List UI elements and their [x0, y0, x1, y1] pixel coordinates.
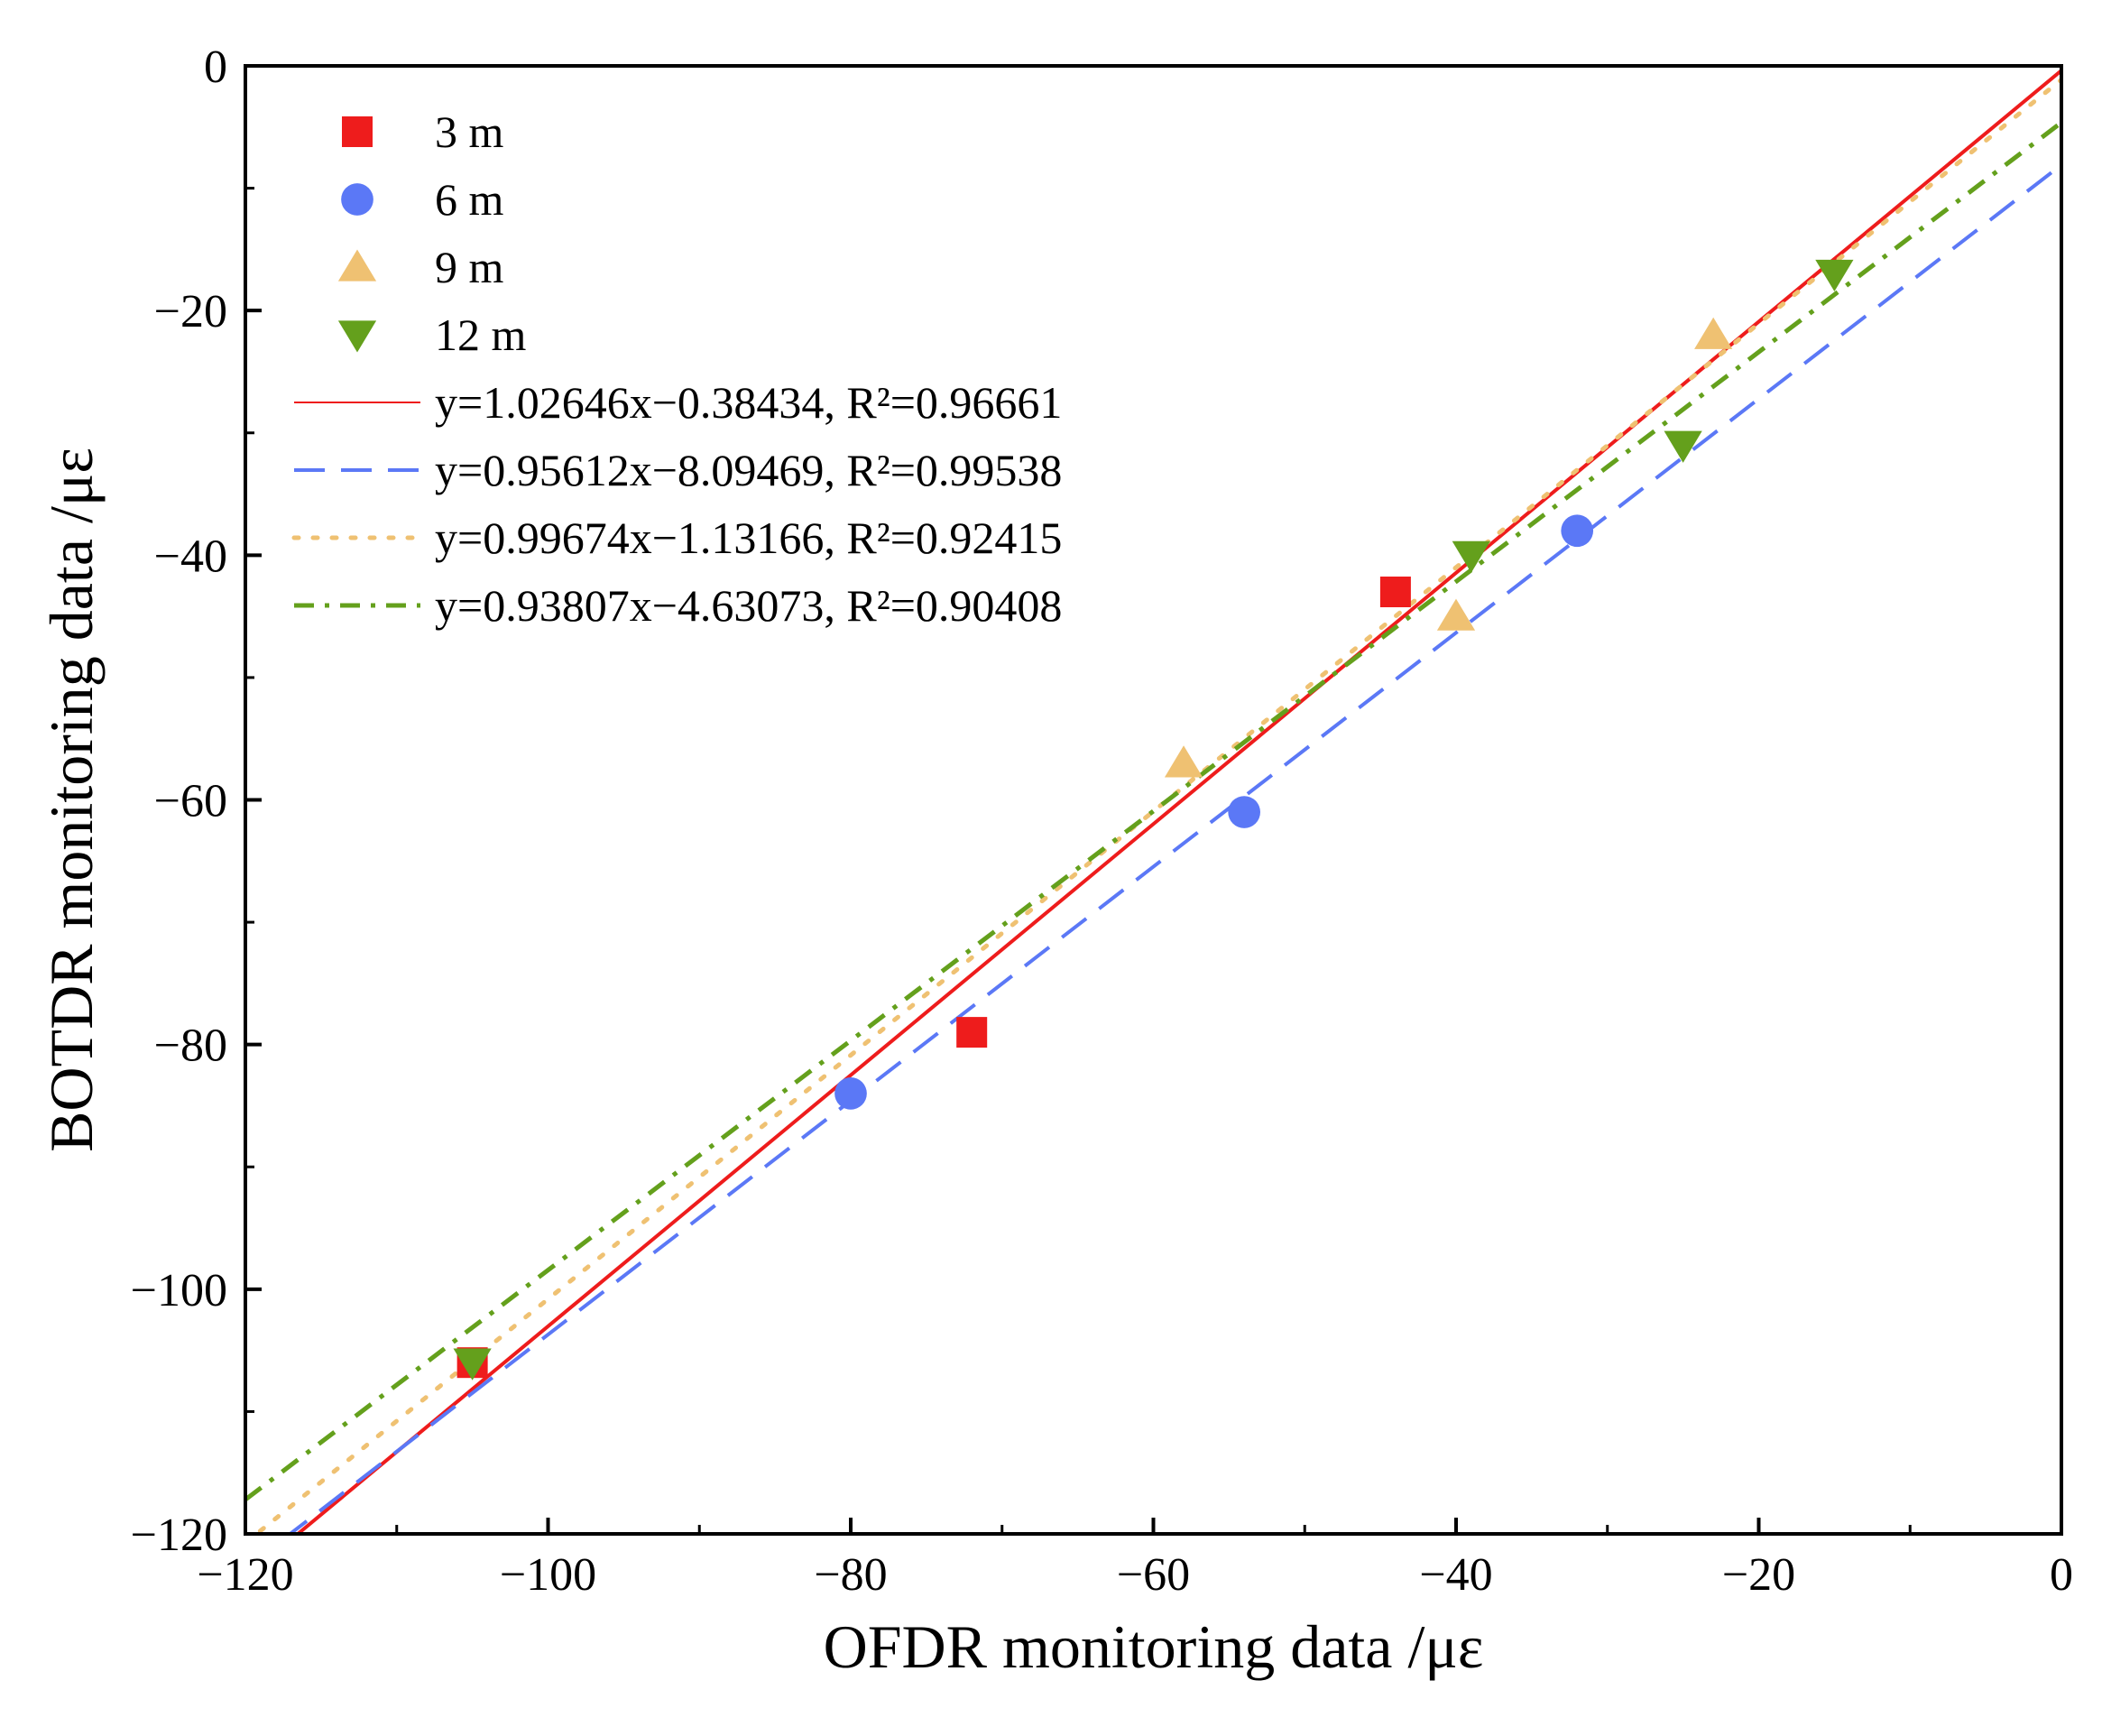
- y-tick-label: −100: [131, 1265, 227, 1316]
- y-tick-label: −120: [131, 1510, 227, 1561]
- data-point: [1664, 430, 1702, 463]
- x-tick-label: −100: [500, 1549, 596, 1601]
- y-tick-label: −80: [154, 1020, 227, 1072]
- x-tick-label: −20: [1722, 1549, 1795, 1601]
- legend-label: 12 m: [435, 309, 527, 360]
- y-tick-label: −20: [154, 286, 227, 337]
- data-point: [1228, 796, 1260, 828]
- legend-label: y=0.93807x−4.63073, R²=0.90408: [435, 580, 1062, 631]
- data-point: [834, 1077, 867, 1110]
- y-axis-title: BOTDR monitoring data /με: [37, 448, 106, 1152]
- data-point: [1815, 259, 1854, 292]
- fit-line: [245, 120, 2061, 1502]
- x-tick-label: −80: [814, 1549, 887, 1601]
- legend-marker: [337, 320, 377, 353]
- tick-labels: −120 −100 −80 −60 −40 −20 0 −120 −100 −80 −60 −40 −2…: [131, 42, 2073, 1601]
- y-tick-label: −60: [154, 776, 227, 827]
- data-point: [1436, 598, 1476, 631]
- legend-label: 3 m: [435, 106, 504, 157]
- legend-label: 9 m: [435, 242, 504, 292]
- axis-ticks: [244, 64, 2063, 1536]
- data-markers: [453, 259, 1854, 1380]
- y-tick-label: 0: [204, 42, 227, 93]
- data-point: [1561, 514, 1594, 548]
- data-point: [1164, 745, 1203, 778]
- legend-label: 6 m: [435, 174, 504, 225]
- y-tick-label: −40: [154, 531, 227, 582]
- legend-label: y=1.02646x−0.38434, R²=0.96661: [435, 377, 1062, 428]
- x-tick-label: −120: [197, 1549, 293, 1601]
- x-tick-label: −40: [1419, 1549, 1492, 1601]
- data-point: [956, 1017, 988, 1048]
- data-point: [1694, 317, 1733, 349]
- legend: 3 m 6 m 9 m 12 m y=1.02646x−0.38434, R²=0.96…: [291, 106, 1062, 631]
- legend-marker: [341, 183, 373, 216]
- x-tick-label: 0: [2050, 1549, 2073, 1601]
- legend-marker: [337, 249, 377, 282]
- legend-marker: [342, 116, 373, 147]
- x-tick-label: −60: [1117, 1549, 1190, 1601]
- x-axis-title: OFDR monitoring data /με: [824, 1612, 1484, 1681]
- plot-frame: [244, 64, 2063, 1536]
- legend-label: y=0.99674x−1.13166, R²=0.92415: [435, 512, 1062, 563]
- data-point: [1379, 577, 1411, 608]
- fit-line: [295, 69, 2061, 1534]
- data-point: [1452, 540, 1490, 573]
- legend-label: y=0.95612x−8.09469, R²=0.99538: [435, 445, 1062, 495]
- data-point: [453, 1348, 492, 1380]
- fit-line: [287, 163, 2061, 1534]
- fit-lines: [245, 69, 2061, 1534]
